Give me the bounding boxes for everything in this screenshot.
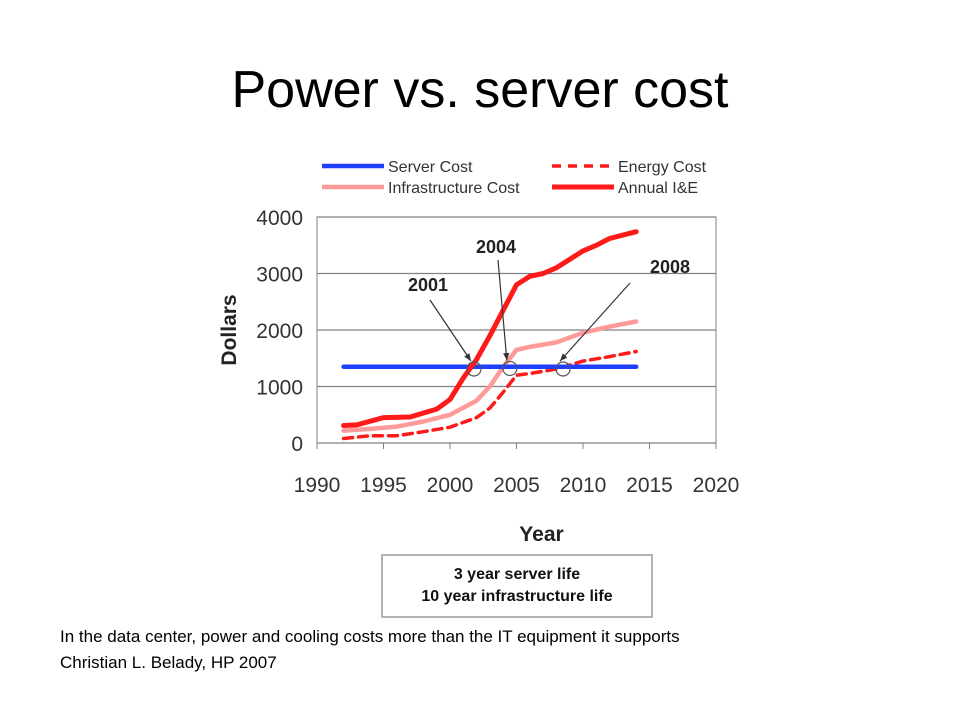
legend-label: Energy Cost [618, 159, 707, 176]
crossover-circle [502, 360, 518, 377]
slide-title: Power vs. server cost [231, 61, 729, 119]
legend-label: Annual I&E [618, 180, 698, 197]
annotation-arrowhead [503, 352, 510, 361]
y-tick-label: 2000 [256, 320, 303, 343]
x-tick-label: 1995 [360, 474, 407, 497]
annotation-label: 2004 [476, 237, 516, 257]
y-tick-label: 0 [291, 433, 303, 456]
x-tick-label: 2000 [427, 474, 474, 497]
legend-label: Server Cost [388, 159, 473, 176]
annotation-arrowhead [464, 353, 471, 361]
caption-line-2: Christian L. Belady, HP 2007 [60, 653, 277, 672]
annotation-arrow [429, 299, 472, 362]
x-axis-title: Year [519, 523, 563, 546]
series-line-energy-cost [341, 349, 638, 441]
caption-line-1: In the data center, power and cooling co… [60, 627, 680, 646]
y-tick-label: 3000 [256, 264, 303, 287]
x-tick-label: 2020 [693, 474, 740, 497]
note-box [381, 554, 653, 618]
x-tick-label: 2010 [560, 474, 607, 497]
y-tick-label: 1000 [256, 377, 303, 400]
note-line: 3 year server life [454, 566, 580, 583]
crossover-circle [555, 361, 571, 377]
legend-label: Infrastructure Cost [388, 180, 520, 197]
y-axis-title: Dollars [218, 294, 241, 365]
annotation-arrow [497, 259, 508, 361]
x-tick-label: 1990 [294, 474, 341, 497]
caption: In the data center, power and cooling co… [60, 624, 940, 676]
chart: 0 1000 2000 3000 4000 1990 1995 2000 2005 2010 201… [200, 145, 760, 620]
annotation-label: 2001 [408, 275, 448, 295]
x-tick-label: 2015 [626, 474, 673, 497]
annotation-arrowhead [560, 353, 568, 361]
chart-canvas: 0 1000 2000 3000 4000 1990 1995 2000 2005 2010 201… [218, 159, 740, 618]
y-tick-label: 4000 [256, 207, 303, 230]
crossover-circle [466, 361, 482, 377]
note-line: 10 year infrastructure life [421, 588, 612, 605]
series-line-infrastructure-cost [341, 319, 639, 433]
annotation-label: 2008 [650, 257, 690, 277]
annotation-arrow [559, 282, 631, 362]
series-line-annual-i-e [341, 229, 639, 428]
x-tick-label: 2005 [493, 474, 540, 497]
